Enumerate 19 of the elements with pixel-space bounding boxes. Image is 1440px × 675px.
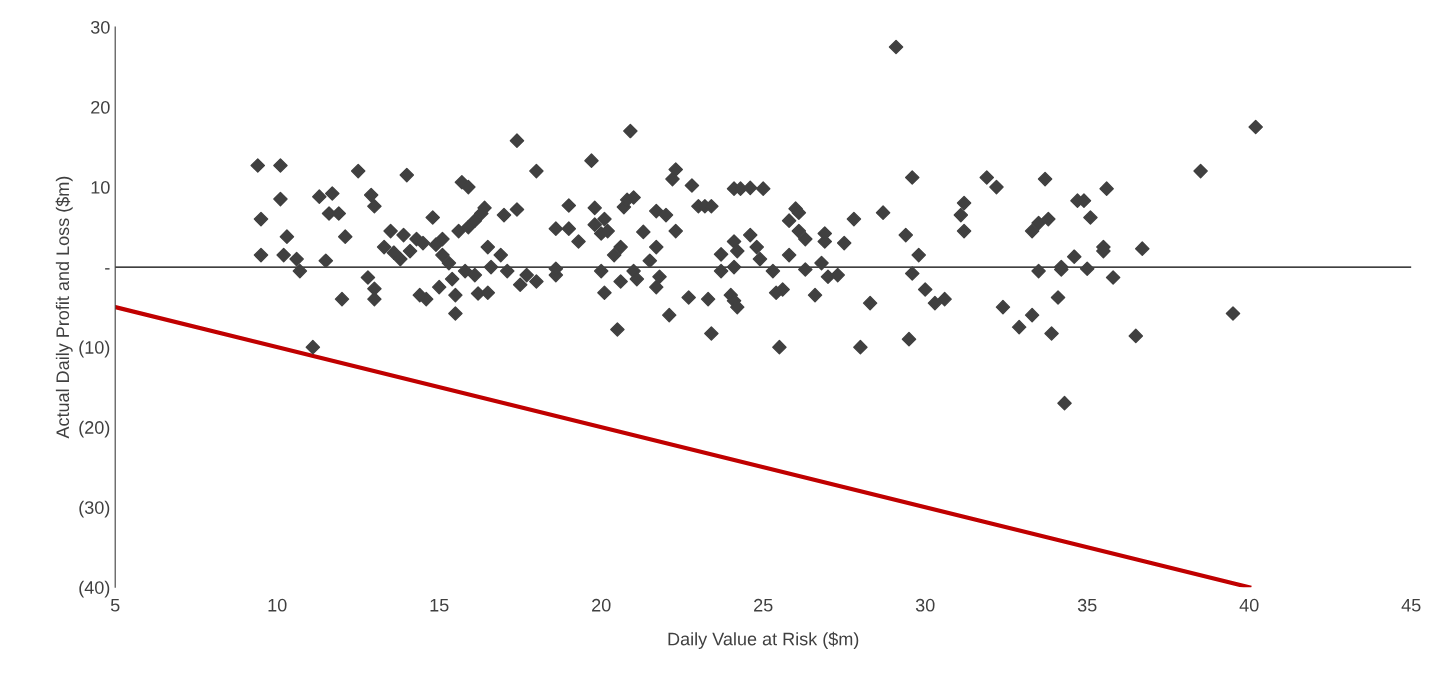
y-tick-label: (20) [79,420,110,438]
x-tick-label: 30 [915,598,935,612]
x-tick-label: 35 [1077,598,1097,612]
y-tick-label: 10 [91,181,110,194]
y-tick-label: - [105,268,110,270]
y-tick-label: (40) [79,580,110,598]
x-axis-title: Daily Value at Risk ($m) [668,631,859,649]
x-tick-label: 20 [592,598,611,612]
x-tick-label: 5 [110,599,120,612]
y-axis-title: Actual Daily Profit and Loss ($m) [55,176,73,439]
y-tick-label: (30) [79,500,110,518]
x-tick-label: 40 [1239,598,1259,612]
x-tick-label: 15 [430,599,449,612]
y-tick-label: (10) [79,340,110,358]
x-tick-label: 25 [754,598,773,612]
y-tick-label: 20 [91,100,110,114]
y-tick-label: 30 [90,20,110,34]
x-tick-label: 10 [268,598,287,612]
x-tick-label: 45 [1401,599,1421,612]
